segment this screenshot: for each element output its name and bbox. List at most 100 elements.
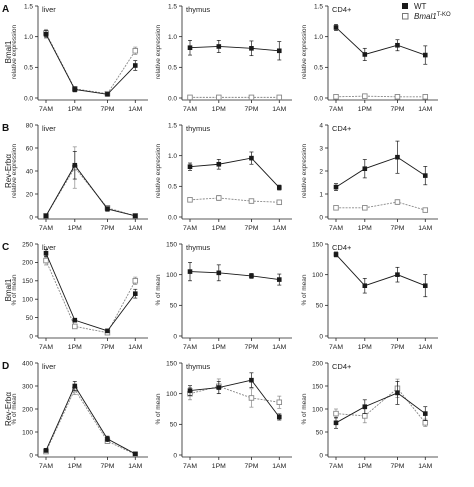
- x-tick-label: 1PM: [68, 225, 82, 232]
- x-tick-label: 7PM: [390, 106, 404, 113]
- x-tick-label: 7AM: [329, 225, 343, 232]
- data-point-wt: [422, 173, 428, 178]
- y-tick-label: 0.0: [314, 95, 323, 102]
- y-tick-label: 200: [312, 360, 323, 367]
- legend-ko-marker: [402, 13, 409, 20]
- data-point-wt: [72, 383, 78, 389]
- data-point-wt: [276, 48, 282, 54]
- y-tick-label: 100: [166, 272, 177, 279]
- y-tick-label: 0.0: [168, 95, 177, 102]
- x-tick-label: 1AM: [418, 344, 432, 351]
- series-line-ko: [45, 388, 136, 455]
- data-point-wt: [276, 185, 282, 190]
- y-tick-label: 0: [319, 452, 323, 459]
- x-tick-label: 1AM: [272, 344, 286, 351]
- data-point-ko: [422, 94, 429, 100]
- x-tick-label: 1AM: [128, 106, 142, 113]
- series-line-ko: [45, 260, 136, 334]
- data-point-wt: [422, 52, 428, 58]
- tissue-label: thymus: [186, 243, 210, 252]
- y-tick-label: 1.0: [24, 34, 33, 41]
- data-point-ko: [333, 205, 339, 211]
- series-line-ko: [45, 32, 136, 95]
- x-tick-label: 1AM: [418, 225, 432, 232]
- x-tick-label: 1AM: [418, 463, 432, 470]
- tissue-label: liver: [42, 362, 56, 371]
- y-tick-label: 300: [22, 383, 33, 390]
- series-line-wt: [335, 254, 426, 287]
- data-point-wt: [43, 448, 49, 453]
- x-tick-label: 1PM: [358, 225, 372, 232]
- x-tick-label: 7PM: [244, 106, 258, 113]
- series-line-ko: [189, 385, 280, 403]
- y-axis-title: % of mean: [155, 393, 162, 424]
- data-point-ko: [422, 207, 429, 213]
- y-tick-label: 50: [170, 303, 178, 310]
- y-axis-title: relative expression: [11, 144, 18, 199]
- tissue-label: CD4+: [332, 5, 352, 14]
- y-tick-label: 200: [22, 406, 33, 413]
- panel-D-1: thymus % of mean 0 50 100 150 7AM 1PM 7PM 1AM: [155, 360, 292, 470]
- data-point-wt: [395, 42, 400, 48]
- data-point-wt: [362, 404, 368, 409]
- panel-C-2: CD4+ % of mean 0 50 100 150 7AM 1PM 7PM 1AM: [301, 241, 438, 351]
- y-tick-label: 2: [319, 168, 323, 175]
- data-point-wt: [72, 162, 78, 168]
- data-point-wt: [43, 250, 49, 256]
- panel-letter: B: [2, 123, 9, 134]
- series-line-wt: [45, 385, 136, 455]
- panel-B-1: thymus relative expression 0.0 0.5 1.0 1.5 7AM…: [155, 122, 292, 232]
- x-tick-label: 7AM: [183, 344, 197, 351]
- x-tick-label: 7AM: [39, 344, 53, 351]
- legend-ko-label: Bmal1T-KO: [414, 12, 451, 21]
- data-point-ko: [276, 199, 283, 206]
- y-tick-label: 1.5: [168, 122, 177, 129]
- data-point-wt: [43, 31, 49, 37]
- x-tick-label: 1AM: [128, 225, 142, 232]
- y-axis-title: % of mean: [301, 274, 308, 305]
- data-point-ko: [276, 399, 283, 406]
- x-tick-label: 1PM: [68, 463, 82, 470]
- data-point-wt: [132, 63, 138, 68]
- x-tick-label: 1PM: [212, 344, 226, 351]
- data-point-ko: [248, 395, 255, 401]
- y-axis-title: % of mean: [11, 274, 18, 305]
- x-tick-label: 1AM: [128, 463, 142, 470]
- data-point-wt: [362, 52, 368, 57]
- panel-A-2: CD4+ relative expression 0.0 0.5 1.0 1.5 7AM 1P…: [301, 3, 438, 113]
- legend: WT Bmal1T-KO: [402, 2, 451, 21]
- data-point-ko: [187, 197, 193, 203]
- tissue-label: liver: [42, 124, 56, 133]
- gene-label: Bmal1: [4, 40, 13, 63]
- y-tick-label: 1.0: [168, 153, 177, 160]
- panel-D-2: CD4+ % of mean 0 50 100 150 200 7AM 1PM 7PM 1AM: [301, 360, 438, 470]
- y-axis-title: relative expression: [11, 25, 18, 80]
- y-tick-label: 0.5: [314, 65, 323, 72]
- data-point-wt: [249, 377, 254, 383]
- legend-wt-label: WT: [414, 2, 427, 11]
- y-tick-label: 0.0: [168, 214, 177, 221]
- y-tick-label: 1.5: [24, 3, 33, 10]
- gene-label: Rev-Erbα: [4, 154, 13, 188]
- x-tick-label: 1PM: [68, 106, 82, 113]
- series-line-ko: [336, 201, 426, 211]
- y-tick-label: 250: [22, 241, 33, 248]
- tissue-label: CD4+: [332, 243, 352, 252]
- data-point-ko: [422, 420, 429, 426]
- y-tick-label: 4: [319, 122, 323, 129]
- data-point-wt: [187, 45, 193, 51]
- data-point-ko: [216, 94, 222, 101]
- y-axis-title: relative expression: [155, 144, 162, 199]
- data-point-ko: [216, 195, 222, 201]
- x-tick-label: 1AM: [128, 344, 142, 351]
- data-point-wt: [422, 283, 428, 289]
- series-line-ko: [335, 387, 426, 424]
- y-tick-label: 1.5: [168, 3, 177, 10]
- y-tick-label: 1.0: [168, 34, 177, 41]
- tissue-label: thymus: [186, 124, 210, 133]
- data-point-wt: [422, 411, 428, 416]
- x-tick-label: 1PM: [212, 225, 226, 232]
